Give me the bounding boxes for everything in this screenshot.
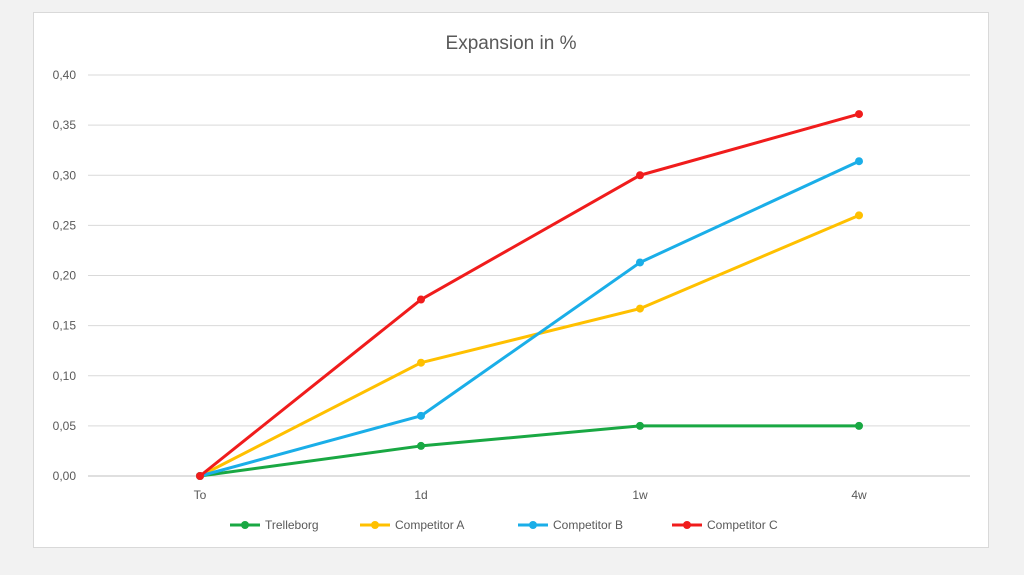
y-axis-ticks: 0,00 0,05 0,10 0,15 0,20 0,25 0,30 0,35 0,40 [53, 68, 77, 483]
series-competitor-a [196, 211, 863, 480]
legend-marker [241, 521, 249, 529]
y-tick-label: 0,15 [53, 319, 77, 333]
data-point [855, 421, 863, 430]
legend-label: Competitor B [553, 518, 623, 532]
legend-item: Competitor C [672, 518, 778, 532]
y-tick-label: 0,35 [53, 118, 77, 132]
legend-marker [529, 521, 537, 529]
x-tick-label: 1w [632, 488, 648, 502]
x-tick-label: 4w [851, 488, 867, 502]
y-tick-label: 0,05 [53, 419, 77, 433]
legend-item: Competitor A [360, 518, 464, 532]
series-competitor-c [196, 110, 863, 480]
legend-label: Competitor A [395, 518, 464, 532]
data-point [855, 157, 863, 166]
y-tick-label: 0,40 [53, 68, 77, 82]
gridlines [88, 74, 970, 477]
data-point [636, 304, 644, 313]
legend-label: Trelleborg [265, 518, 319, 532]
x-tick-label: To [194, 488, 207, 502]
legend-marker [683, 521, 691, 529]
series-line [198, 112, 861, 478]
legend-item: Competitor B [518, 518, 623, 532]
data-point [855, 211, 863, 220]
data-point [417, 411, 425, 420]
y-tick-label: 0,20 [53, 269, 77, 283]
data-point [417, 295, 425, 304]
x-tick-label: 1d [414, 488, 427, 502]
series-competitor-b [196, 157, 863, 480]
legend-marker [371, 521, 379, 529]
chart-title: Expansion in % [446, 33, 577, 54]
legend-item: Trelleborg [230, 518, 319, 532]
data-point [636, 171, 644, 180]
x-axis-ticks: To 1d 1w 4w [194, 488, 867, 502]
series-line [198, 159, 861, 478]
y-tick-label: 0,25 [53, 218, 77, 232]
series-lines [196, 110, 863, 480]
data-point [196, 472, 204, 480]
data-point [855, 110, 863, 119]
y-tick-label: 0,30 [53, 168, 77, 182]
series-line [198, 213, 861, 478]
data-point [417, 441, 425, 450]
data-point [636, 258, 644, 267]
legend-label: Competitor C [707, 518, 778, 532]
data-point [636, 421, 644, 430]
series-line [198, 424, 861, 478]
y-tick-label: 0,10 [53, 369, 77, 383]
legend: Trelleborg Competitor A Competitor B Compet… [230, 518, 778, 532]
y-tick-label: 0,00 [53, 469, 77, 483]
data-point [417, 358, 425, 367]
chart-card [33, 12, 989, 548]
